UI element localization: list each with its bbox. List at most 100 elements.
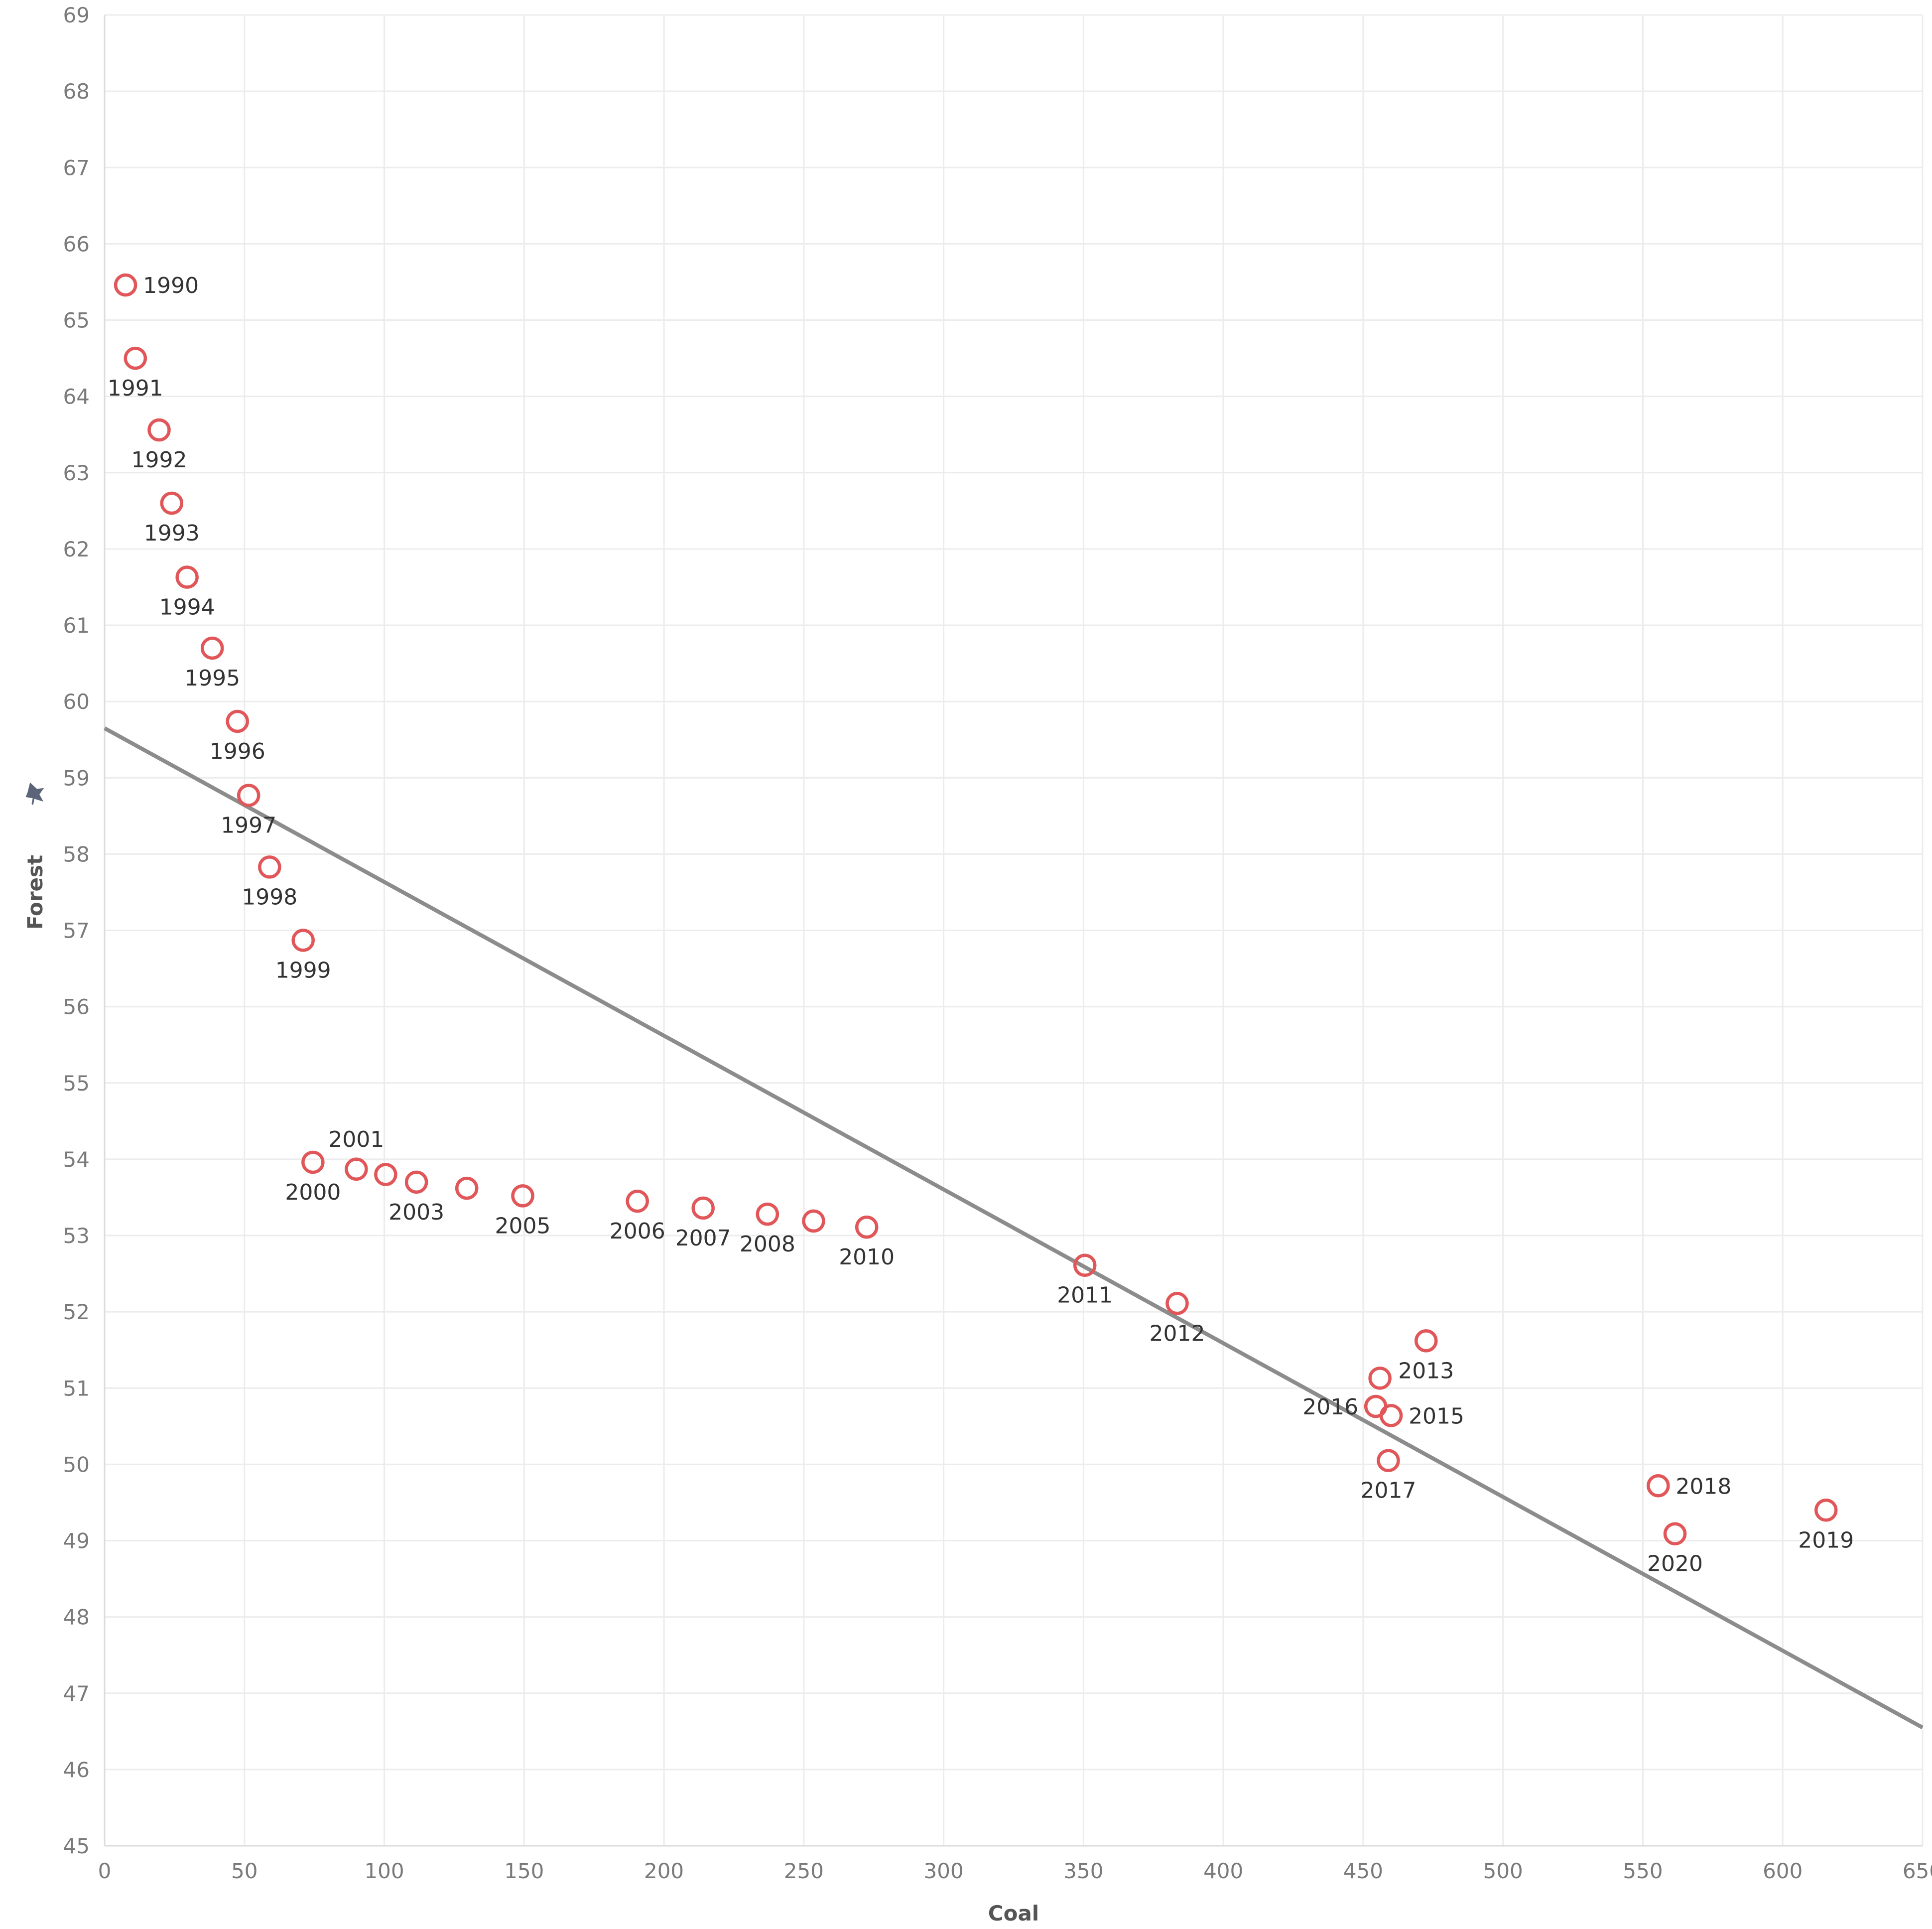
point-label: 2011 xyxy=(1057,1283,1113,1308)
x-tick-label: 200 xyxy=(644,1859,684,1883)
data-point[interactable] xyxy=(374,1163,397,1186)
y-tick-label: 57 xyxy=(63,919,90,943)
y-tick-label: 59 xyxy=(63,766,90,790)
y-tick-label: 53 xyxy=(63,1224,90,1248)
point-label: 2012 xyxy=(1150,1321,1205,1346)
y-axis-title: Forest xyxy=(23,855,47,930)
gridlines xyxy=(104,14,1924,1847)
y-tick-label: 46 xyxy=(63,1758,90,1782)
y-tick-label: 58 xyxy=(63,842,90,866)
data-point[interactable] xyxy=(1647,1474,1670,1498)
point-label: 2001 xyxy=(328,1127,384,1152)
y-tick-label: 45 xyxy=(63,1834,90,1858)
y-tick-label: 68 xyxy=(63,79,90,104)
data-point[interactable] xyxy=(1415,1329,1438,1353)
y-tick-label: 61 xyxy=(63,613,90,638)
data-point[interactable] xyxy=(1663,1522,1687,1545)
y-tick-label: 64 xyxy=(63,385,90,409)
point-label: 2005 xyxy=(495,1213,551,1239)
point-label: 2010 xyxy=(839,1244,895,1270)
x-tick-label: 100 xyxy=(364,1859,404,1883)
point-label: 1999 xyxy=(275,958,331,983)
point-label: 1991 xyxy=(108,376,163,401)
data-point[interactable] xyxy=(404,1170,428,1194)
data-point[interactable] xyxy=(114,273,137,297)
data-point[interactable] xyxy=(1364,1394,1388,1418)
x-tick-label: 550 xyxy=(1623,1859,1663,1883)
x-tick-label: 250 xyxy=(784,1859,824,1883)
data-point[interactable] xyxy=(1368,1367,1392,1390)
x-tick-label: 400 xyxy=(1203,1859,1243,1883)
data-point[interactable] xyxy=(802,1209,825,1233)
y-tick-label: 60 xyxy=(63,689,90,714)
y-tick-label: 56 xyxy=(63,995,90,1019)
x-tick-label: 0 xyxy=(98,1859,112,1883)
point-label: 2013 xyxy=(1398,1358,1454,1383)
data-point[interactable] xyxy=(258,855,281,879)
y-tick-label: 50 xyxy=(63,1452,90,1477)
point-label: 2020 xyxy=(1647,1551,1703,1577)
data-point[interactable] xyxy=(345,1157,368,1181)
y-tick-label: 66 xyxy=(63,232,90,256)
y-tick-label: 52 xyxy=(63,1300,90,1324)
point-label: 2016 xyxy=(1302,1394,1358,1420)
data-point[interactable] xyxy=(1814,1499,1838,1522)
data-point[interactable] xyxy=(1165,1292,1189,1315)
data-point[interactable] xyxy=(1377,1449,1400,1472)
x-tick-label: 500 xyxy=(1483,1859,1523,1883)
y-tick-label: 67 xyxy=(63,155,90,180)
data-point[interactable] xyxy=(237,784,260,807)
point-label: 1995 xyxy=(184,666,240,691)
y-tick-label: 65 xyxy=(63,308,90,333)
point-label: 1998 xyxy=(242,884,297,910)
x-tick-label: 150 xyxy=(504,1859,544,1883)
x-tick-label: 50 xyxy=(231,1859,258,1883)
point-label: 2015 xyxy=(1409,1403,1464,1429)
y-tick-label: 47 xyxy=(63,1681,90,1706)
pin-icon[interactable] xyxy=(22,779,48,807)
data-point[interactable] xyxy=(455,1176,479,1200)
axes: 45 46 47 48 49 50 51 52 53 54 55 56 57 58 59 60 61 62 63 64… xyxy=(63,3,1932,1883)
point-label: 1992 xyxy=(131,447,187,473)
y-tick-label: 49 xyxy=(63,1529,90,1553)
data-point[interactable] xyxy=(226,709,249,733)
data-point[interactable] xyxy=(160,491,184,515)
x-axis-title: Coal xyxy=(988,1901,1039,1926)
y-tick-label: 63 xyxy=(63,461,90,485)
y-tick-label: 54 xyxy=(63,1147,90,1172)
x-tick-label: 350 xyxy=(1063,1859,1103,1883)
point-label: 2017 xyxy=(1360,1478,1416,1504)
data-point[interactable] xyxy=(691,1196,715,1220)
point-label: 1993 xyxy=(144,521,200,546)
data-point[interactable] xyxy=(175,565,199,589)
point-label: 2003 xyxy=(388,1200,444,1225)
data-point[interactable] xyxy=(855,1215,879,1239)
point-label: 1990 xyxy=(143,273,199,298)
point-label: 2006 xyxy=(610,1219,665,1244)
data-points xyxy=(114,273,1838,1545)
data-point[interactable] xyxy=(291,929,315,952)
point-label: 2000 xyxy=(285,1180,341,1205)
y-tick-label: 62 xyxy=(63,537,90,561)
data-point[interactable] xyxy=(301,1150,325,1174)
point-label: 2007 xyxy=(675,1226,731,1251)
point-label: 1994 xyxy=(159,595,215,620)
data-point[interactable] xyxy=(756,1202,779,1226)
y-tick-label: 51 xyxy=(63,1376,90,1400)
data-point[interactable] xyxy=(626,1189,649,1213)
y-tick-label: 69 xyxy=(63,3,90,27)
y-tick-label: 55 xyxy=(63,1071,90,1096)
x-tick-label: 650 xyxy=(1903,1859,1932,1883)
y-tick-label: 48 xyxy=(63,1605,90,1630)
point-label: 2018 xyxy=(1675,1474,1731,1499)
data-point[interactable] xyxy=(1073,1253,1097,1277)
point-labels: 1990 1991 1992 1993 1994 1995 1996 1997 1998 1999… xyxy=(108,273,1854,1577)
data-point[interactable] xyxy=(511,1184,534,1208)
point-label: 2008 xyxy=(740,1232,795,1257)
data-point[interactable] xyxy=(200,636,224,660)
data-point[interactable] xyxy=(124,346,147,370)
point-label: 2019 xyxy=(1798,1527,1854,1553)
point-label: 1997 xyxy=(221,813,276,838)
data-point[interactable] xyxy=(147,418,171,442)
